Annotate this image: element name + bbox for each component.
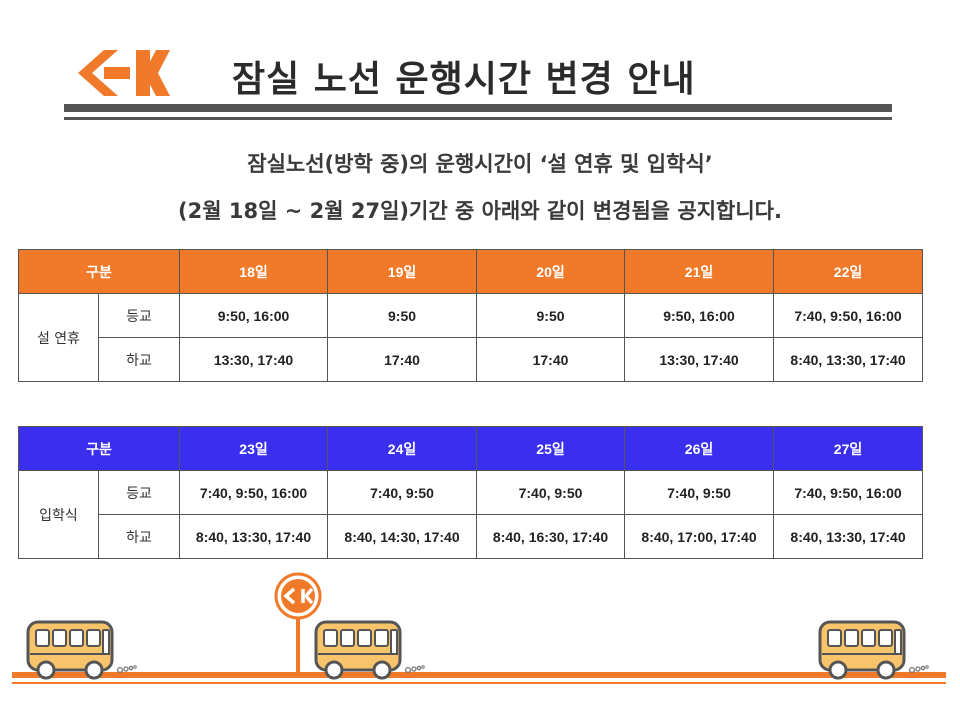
day-header: 19일 — [327, 249, 478, 294]
time-cell: 9:50 — [327, 293, 478, 338]
time-cell: 17:40 — [327, 337, 478, 382]
notice-line-1: 잠실노선(방학 중)의 운행시간이 ‘설 연휴 및 입학식’ — [247, 152, 713, 176]
bus-icon — [818, 620, 930, 680]
time-cell: 8:40, 16:30, 17:40 — [476, 514, 626, 559]
table-row: 입학식 등교 7:40, 9:50, 16:00 7:40, 9:50 7:40… — [18, 470, 924, 559]
notice-line-2: (2월 18일 ~ 2월 27일)기간 중 아래와 같이 변경됨을 공지합니다. — [178, 199, 782, 223]
page-title: 잠실 노선 운행시간 변경 안내 — [232, 59, 696, 100]
row-label: 등교 — [97, 293, 181, 338]
group-header: 구분 — [17, 249, 181, 294]
section-label: 입학식 — [18, 470, 99, 559]
time-cell: 7:40, 9:50 — [624, 470, 775, 515]
time-cell: 8:40, 17:00, 17:40 — [624, 514, 775, 559]
day-header: 20일 — [476, 249, 626, 294]
bus-stop-sign-icon — [274, 572, 322, 674]
schedule-table-holiday: 구분 18일 19일 20일 21일 22일 설 연휴 등교 9:50, 16:… — [17, 249, 924, 382]
time-cell: 13:30, 17:40 — [179, 337, 329, 382]
day-header: 23일 — [179, 426, 329, 471]
row-label: 등교 — [97, 470, 181, 515]
ck-logo-icon — [78, 50, 170, 96]
time-cell: 9:50, 16:00 — [624, 293, 775, 338]
time-cell: 8:40, 13:30, 17:40 — [179, 514, 329, 559]
table-header-row: 구분 18일 19일 20일 21일 22일 — [17, 249, 924, 294]
section-label: 설 연휴 — [18, 293, 99, 382]
table-row: 하교 13:30, 17:40 17:40 17:40 13:30, 17:40… — [19, 337, 924, 382]
day-header: 25일 — [476, 426, 626, 471]
table-row: 하교 8:40, 13:30, 17:40 8:40, 14:30, 17:40… — [19, 514, 924, 559]
time-cell: 8:40, 14:30, 17:40 — [327, 514, 478, 559]
time-cell: 7:40, 9:50, 16:00 — [773, 470, 924, 515]
time-cell: 13:30, 17:40 — [624, 337, 775, 382]
time-cell: 8:40, 13:30, 17:40 — [773, 514, 924, 559]
time-cell: 9:50, 16:00 — [179, 293, 329, 338]
row-label: 하교 — [97, 514, 181, 559]
time-cell: 17:40 — [476, 337, 626, 382]
bus-icon — [26, 620, 138, 680]
time-cell: 8:40, 13:30, 17:40 — [773, 337, 924, 382]
time-cell: 7:40, 9:50, 16:00 — [773, 293, 924, 338]
day-header: 18일 — [179, 249, 329, 294]
time-cell: 7:40, 9:50 — [476, 470, 626, 515]
day-header: 21일 — [624, 249, 775, 294]
schedule-table-entrance: 구분 23일 24일 25일 26일 27일 입학식 등교 7:40, 9:50… — [17, 426, 924, 559]
time-cell: 7:40, 9:50, 16:00 — [179, 470, 329, 515]
table-row: 설 연휴 등교 9:50, 16:00 9:50 9:50 9:50, 16:0… — [18, 293, 924, 382]
day-header: 27일 — [773, 426, 924, 471]
bus-road-illustration — [12, 572, 946, 684]
title-divider-thin — [64, 117, 892, 120]
day-header: 24일 — [327, 426, 478, 471]
title-divider-thick — [64, 104, 892, 112]
table-header-row: 구분 23일 24일 25일 26일 27일 — [17, 426, 924, 471]
group-header: 구분 — [17, 426, 181, 471]
road-line — [12, 672, 946, 678]
row-label: 하교 — [97, 337, 181, 382]
day-header: 26일 — [624, 426, 775, 471]
time-cell: 9:50 — [476, 293, 626, 338]
bus-icon — [314, 620, 426, 680]
time-cell: 7:40, 9:50 — [327, 470, 478, 515]
day-header: 22일 — [773, 249, 924, 294]
